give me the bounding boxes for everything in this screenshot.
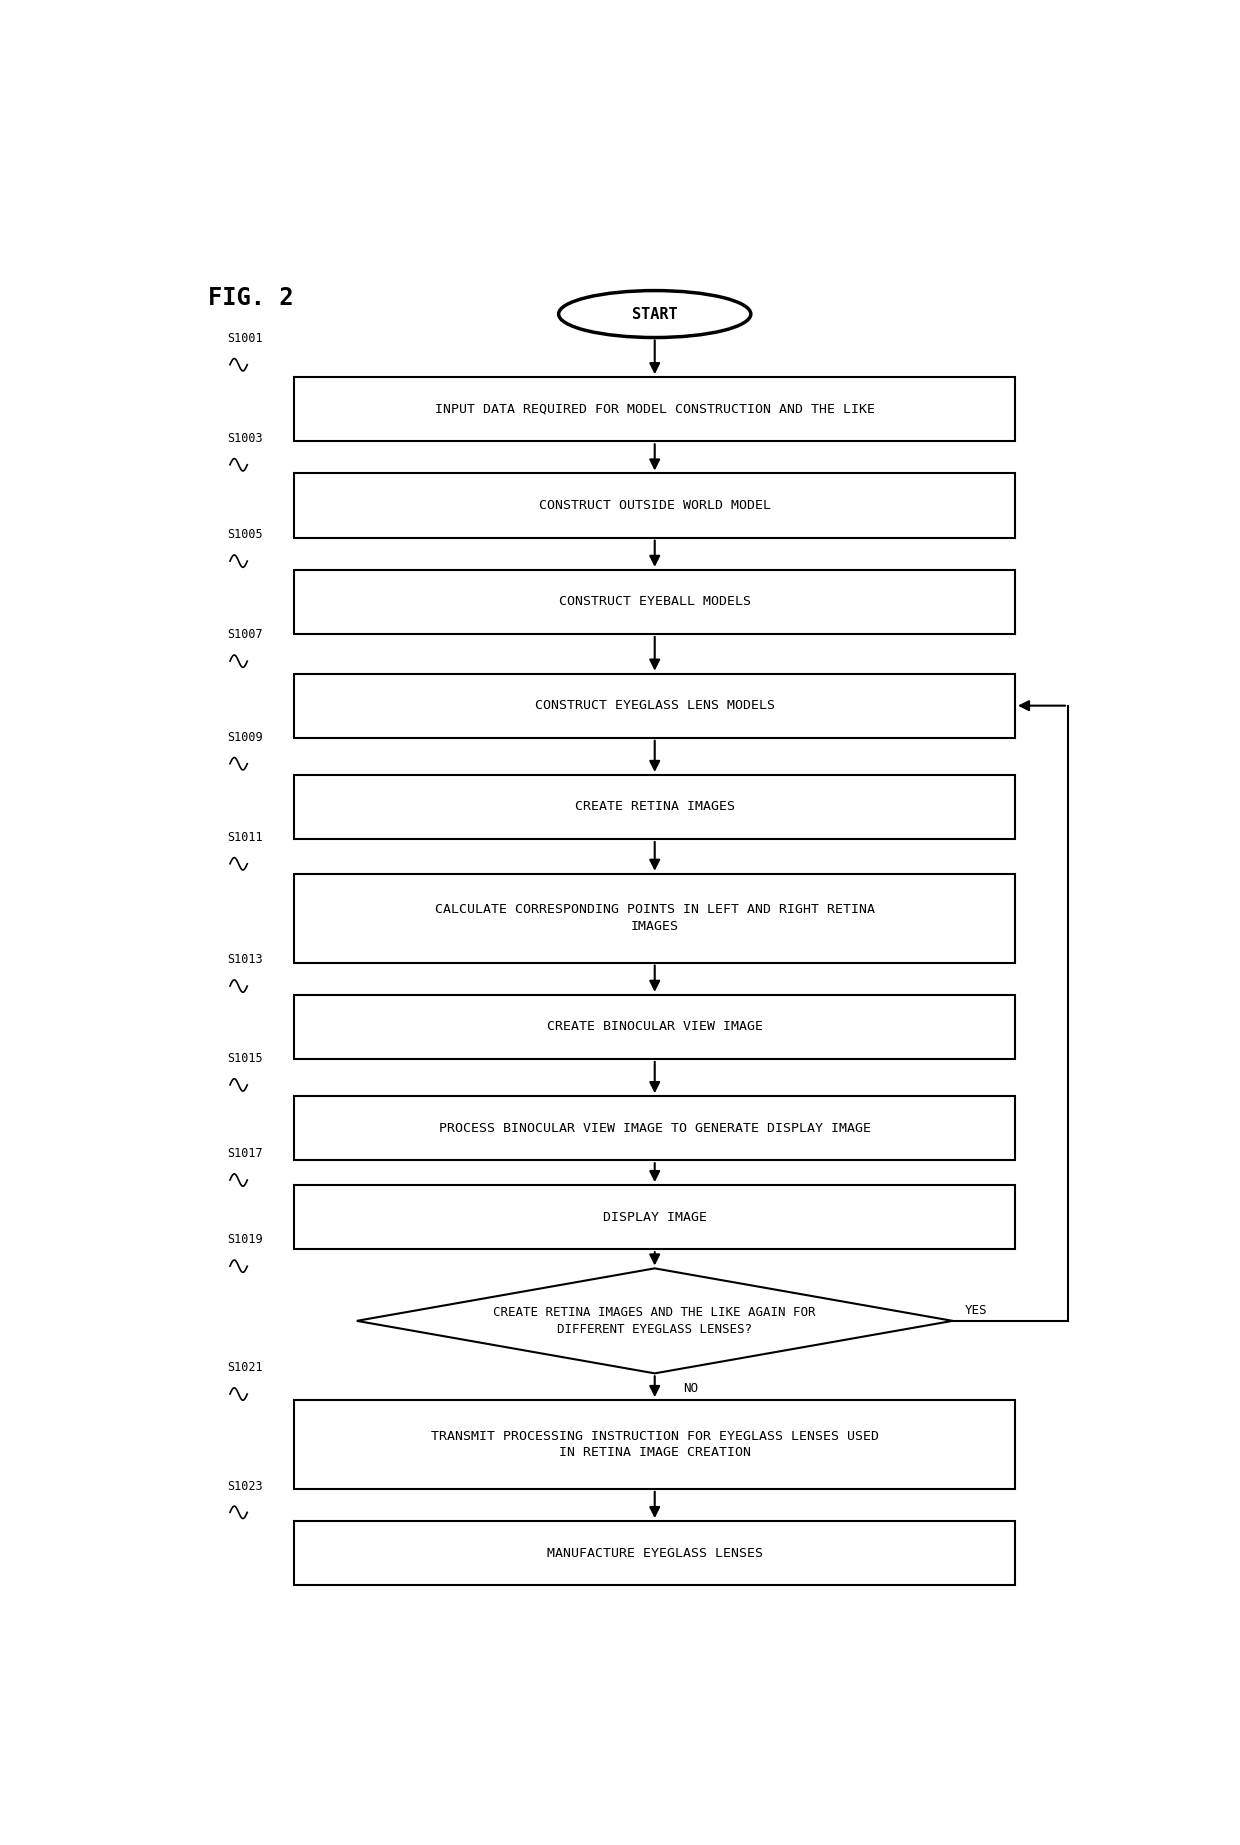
Text: MANUFACTURE EYEGLASS LENSES: MANUFACTURE EYEGLASS LENSES [547,1546,763,1559]
Bar [294,875,1016,963]
Bar [294,474,1016,537]
Bar [294,994,1016,1059]
Text: S1005: S1005 [227,528,263,541]
Polygon shape [357,1268,952,1373]
Text: PROCESS BINOCULAR VIEW IMAGE TO GENERATE DISPLAY IMAGE: PROCESS BINOCULAR VIEW IMAGE TO GENERATE… [439,1122,870,1135]
Bar [294,1400,1016,1489]
Text: S1019: S1019 [227,1234,263,1247]
Bar [294,775,1016,839]
Text: CONSTRUCT EYEGLASS LENS MODELS: CONSTRUCT EYEGLASS LENS MODELS [534,699,775,712]
Text: CREATE BINOCULAR VIEW IMAGE: CREATE BINOCULAR VIEW IMAGE [547,1020,763,1033]
Text: S1017: S1017 [227,1148,263,1161]
Text: S1013: S1013 [227,954,263,967]
Text: CREATE RETINA IMAGES: CREATE RETINA IMAGES [574,801,735,814]
Bar [294,1520,1016,1585]
Text: CONSTRUCT OUTSIDE WORLD MODEL: CONSTRUCT OUTSIDE WORLD MODEL [538,498,771,513]
Bar [294,570,1016,635]
Text: TRANSMIT PROCESSING INSTRUCTION FOR EYEGLASS LENSES USED
IN RETINA IMAGE CREATIO: TRANSMIT PROCESSING INSTRUCTION FOR EYEG… [430,1430,879,1459]
Ellipse shape [558,290,751,338]
Text: FIG. 2: FIG. 2 [208,286,294,310]
Text: S1009: S1009 [227,731,263,744]
Text: S1011: S1011 [227,830,263,843]
Bar [294,1184,1016,1249]
Text: YES: YES [965,1304,987,1317]
Text: S1003: S1003 [227,432,263,445]
Text: S1015: S1015 [227,1052,263,1065]
Text: S1023: S1023 [227,1480,263,1493]
Text: CALCULATE CORRESPONDING POINTS IN LEFT AND RIGHT RETINA
IMAGES: CALCULATE CORRESPONDING POINTS IN LEFT A… [435,904,874,934]
Text: INPUT DATA REQUIRED FOR MODEL CONSTRUCTION AND THE LIKE: INPUT DATA REQUIRED FOR MODEL CONSTRUCTI… [435,402,874,415]
Text: DISPLAY IMAGE: DISPLAY IMAGE [603,1210,707,1223]
Text: START: START [632,306,677,321]
Text: S1021: S1021 [227,1362,263,1375]
Text: NO: NO [683,1382,698,1395]
Bar [294,1096,1016,1161]
Text: S1001: S1001 [227,332,263,345]
Text: S1007: S1007 [227,629,263,642]
Text: CREATE RETINA IMAGES AND THE LIKE AGAIN FOR
DIFFERENT EYEGLASS LENSES?: CREATE RETINA IMAGES AND THE LIKE AGAIN … [494,1306,816,1336]
Bar [294,673,1016,738]
Bar [294,376,1016,441]
Text: CONSTRUCT EYEBALL MODELS: CONSTRUCT EYEBALL MODELS [559,596,750,609]
